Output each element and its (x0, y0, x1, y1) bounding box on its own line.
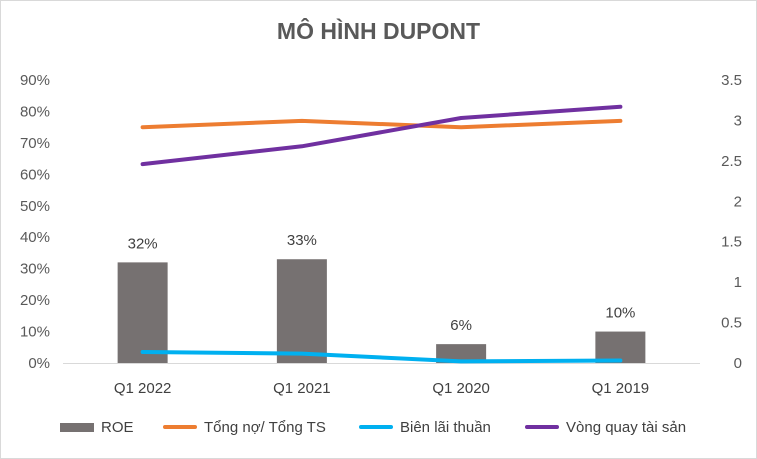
line-series-v-ng-quay-t-i-s-n (140, 104, 623, 167)
y-right-tick-label: 1.5 (721, 234, 742, 251)
x-tick-label: Q1 2022 (114, 380, 172, 397)
bar-data-label: 10% (605, 305, 635, 322)
x-tick-label: Q1 2019 (592, 380, 650, 397)
line-series-bi-n-l-i-thu-n (140, 350, 623, 364)
y-right-tick-label: 3 (734, 112, 742, 129)
bar-roe (436, 344, 487, 363)
legend-item: Tổng nợ/ Tổng TS (163, 414, 326, 440)
bar-data-label: 33% (287, 232, 317, 249)
y-left-tick-label: 10% (20, 324, 50, 341)
y-left-tick-label: 30% (20, 261, 50, 278)
line-series-t-ng-n-t-ng-ts (140, 118, 623, 130)
bar-roe (595, 331, 646, 363)
y-left-tick-label: 50% (20, 198, 50, 215)
legend-label: Vòng quay tài sản (566, 418, 687, 436)
legend-swatch (359, 425, 393, 429)
legend-swatch (525, 425, 559, 429)
bar-roe (276, 259, 327, 363)
x-tick-label: Q1 2021 (273, 380, 331, 397)
y-right-tick-label: 2.5 (721, 153, 742, 170)
legend-swatch (60, 422, 94, 432)
legend-item: Biên lãi thuần (359, 414, 491, 440)
y-right-tick-label: 3.5 (721, 72, 742, 89)
y-left-tick-label: 80% (20, 103, 50, 120)
bar-roe (117, 262, 168, 363)
legend-swatch (163, 425, 197, 429)
chart-legend: ROE Tổng nợ/ Tổng TS Biên lãi thuần Vòng qu… (0, 414, 757, 440)
y-right-tick-label: 0 (734, 355, 742, 372)
bar-data-label: 32% (128, 235, 158, 252)
legend-item: ROE (60, 414, 134, 440)
y-left-tick-label: 60% (20, 166, 50, 183)
legend-item: Vòng quay tài sản (525, 414, 686, 440)
y-right-tick-label: 0.5 (721, 315, 742, 332)
y-right-tick-label: 2 (734, 193, 742, 210)
legend-label: Tổng nợ/ Tổng TS (204, 418, 326, 436)
legend-label: Biên lãi thuần (400, 418, 491, 436)
legend-label: ROE (101, 418, 134, 436)
y-left-tick-label: 40% (20, 229, 50, 246)
x-tick-label: Q1 2020 (432, 380, 490, 397)
y-left-tick-label: 90% (20, 72, 50, 89)
bar-data-label: 6% (450, 317, 472, 334)
y-left-tick-label: 70% (20, 135, 50, 152)
y-left-tick-label: 20% (20, 292, 50, 309)
y-right-tick-label: 1 (734, 274, 742, 291)
y-left-tick-label: 0% (28, 355, 50, 372)
chart-title: MÔ HÌNH DUPONT (276, 18, 481, 44)
